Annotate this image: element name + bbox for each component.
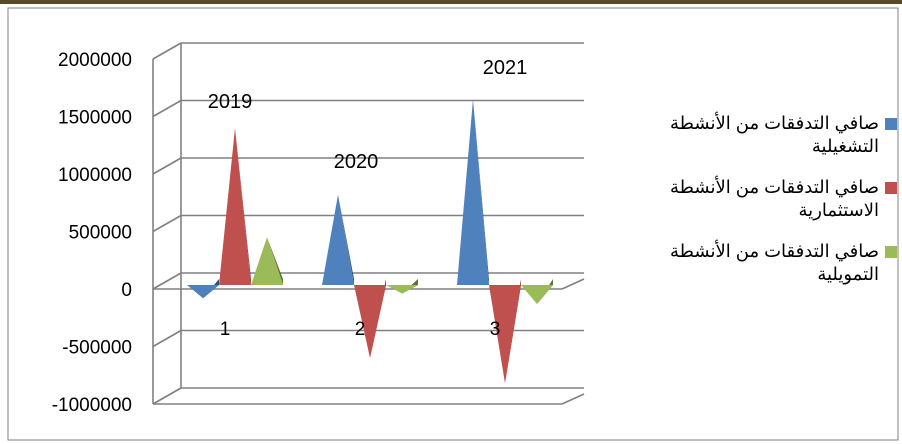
bar-series3-cat3 (521, 279, 553, 304)
bar-series1-cat3 (457, 99, 489, 285)
bar-series2-cat3 (489, 279, 521, 384)
bar-series1-cat1 (187, 279, 219, 299)
legend-label-financing: صافي التدفقات من الأنشطة التمويلية (670, 241, 879, 284)
legend-label-investing: صافي التدفقات من الأنشطة الاستثمارية (670, 177, 879, 220)
year-annotation: 2021 (483, 57, 528, 79)
legend-swatch-operating (885, 118, 897, 130)
legend-label-operating: صافي التدفقات من الأنشطة التشغيلية (670, 113, 879, 156)
gridline-depth (152, 214, 182, 233)
y-tick-label: 0 (121, 280, 132, 301)
bar-series1-cat2 (322, 194, 354, 285)
bar-series3-cat2 (386, 279, 418, 294)
legend-item-financing: صافي التدفقات من الأنشطة التمويلية (632, 240, 897, 286)
top-border (0, 0, 902, 4)
gridline-depth (152, 387, 182, 405)
y-tick-label: 500000 (69, 223, 132, 244)
chart-border (7, 7, 899, 441)
year-annotation: 2019 (208, 91, 253, 113)
x-tick-label: 2 (355, 319, 366, 340)
y-tick-label: 1000000 (58, 165, 132, 186)
gridline-depth (152, 329, 182, 348)
legend-swatch-investing (885, 182, 897, 194)
y-tick-label: 1500000 (58, 108, 132, 129)
x-tick-label: 3 (490, 319, 501, 340)
gridline-depth (152, 157, 182, 175)
y-tick-label: 2000000 (58, 50, 132, 71)
y-tick-label: -500000 (62, 338, 132, 359)
floor-depth (561, 393, 585, 405)
bar-series2-cat1 (219, 128, 251, 285)
y-tick-label: -1000000 (52, 395, 132, 416)
x-axis-depth (561, 278, 585, 290)
gridline-depth (152, 99, 182, 118)
bar-series2-cat2 (354, 279, 386, 358)
bar-series3-cat1 (251, 237, 283, 285)
legend-item-investing: صافي التدفقات من الأنشطة الاستثمارية (632, 176, 897, 222)
legend-swatch-financing (885, 246, 897, 258)
gridline-depth (152, 272, 182, 290)
x-tick-label: 1 (220, 319, 231, 340)
bars-layer (187, 99, 553, 384)
year-annotation: 2020 (334, 151, 379, 173)
labels-layer: 2000000 1500000 1000000 500000 0 -500000 -1000… (52, 50, 528, 416)
legend: صافي التدفقات من الأنشطة التشغيلية صافي … (632, 112, 897, 304)
legend-item-operating: صافي التدفقات من الأنشطة التشغيلية (632, 112, 897, 158)
gridline-depth (152, 42, 182, 60)
